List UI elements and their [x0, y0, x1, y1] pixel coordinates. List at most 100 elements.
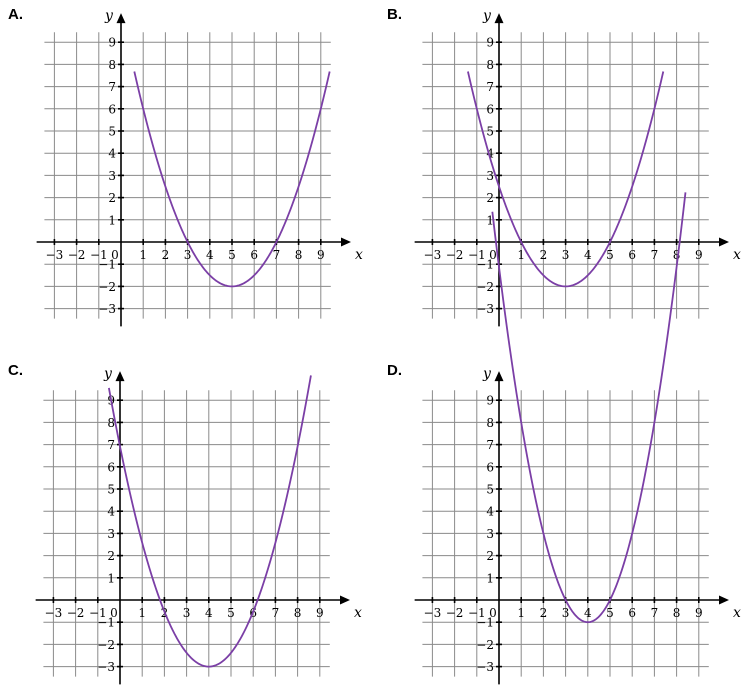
x-tick-label: 9 — [695, 248, 703, 262]
parabola-curve — [467, 71, 665, 288]
y-tick-label: −1 — [476, 616, 494, 630]
y-tick-label: 6 — [486, 102, 494, 116]
y-tick-label: 8 — [107, 416, 115, 430]
y-tick-label: −2 — [476, 280, 494, 294]
x-tick-label: 3 — [183, 606, 191, 620]
x-tick-label: 5 — [606, 606, 614, 620]
x-tick-label: 0 — [110, 606, 118, 620]
y-axis-arrow-icon — [115, 371, 125, 382]
y-tick-label: 9 — [486, 36, 494, 50]
y-tick-label: 7 — [108, 80, 116, 94]
x-tick-label: −1 — [90, 248, 108, 262]
x-axis-label: x — [355, 247, 363, 263]
y-tick-label: 4 — [486, 147, 494, 161]
grid — [44, 32, 331, 319]
y-axis-arrow-icon — [116, 13, 126, 24]
y-tick-label: 2 — [486, 549, 494, 563]
y-tick-label: 4 — [107, 505, 115, 519]
x-tick-label: 2 — [540, 248, 548, 262]
y-tick-label: 8 — [486, 416, 494, 430]
parabola-curve — [108, 375, 312, 668]
x-tick-label: 0 — [111, 248, 119, 262]
x-tick-label: 3 — [562, 248, 570, 262]
x-tick-label: 7 — [651, 606, 659, 620]
y-tick-label: 7 — [107, 438, 115, 452]
y-tick-label: −3 — [97, 660, 115, 674]
x-tick-label: 4 — [206, 248, 214, 262]
y-tick-label: 6 — [486, 460, 494, 474]
y-tick-label: 7 — [486, 438, 494, 452]
x-tick-label: 8 — [673, 606, 681, 620]
x-tick-label: −3 — [46, 248, 64, 262]
y-tick-label: 5 — [107, 483, 115, 497]
y-tick-label: 8 — [486, 58, 494, 72]
grid — [43, 390, 330, 677]
y-tick-label: 6 — [107, 460, 115, 474]
x-tick-label: 7 — [651, 248, 659, 262]
y-tick-label: 3 — [107, 527, 115, 541]
x-tick-label: 8 — [294, 606, 302, 620]
x-axis-arrow-icon — [719, 595, 729, 605]
x-tick-label: 1 — [139, 248, 147, 262]
y-tick-label: 5 — [486, 483, 494, 497]
parabola-curve — [491, 192, 687, 624]
y-tick-label: 3 — [108, 169, 116, 183]
y-tick-label: 5 — [486, 125, 494, 139]
x-tick-label: 4 — [205, 606, 213, 620]
x-tick-label: 3 — [184, 248, 192, 262]
grid — [422, 32, 709, 319]
parabola-curve — [133, 71, 331, 288]
x-tick-label: −2 — [67, 606, 85, 620]
y-axis-arrow-icon — [494, 371, 504, 382]
x-tick-label: 3 — [562, 606, 570, 620]
option-label-d: D. — [387, 362, 402, 379]
x-tick-label: −1 — [89, 606, 107, 620]
y-tick-label: −2 — [476, 638, 494, 652]
x-tick-label: 8 — [673, 248, 681, 262]
x-tick-label: 4 — [584, 606, 592, 620]
x-tick-label: −3 — [45, 606, 63, 620]
x-tick-label: 6 — [250, 248, 258, 262]
y-tick-label: −1 — [98, 258, 116, 272]
x-tick-label: 7 — [273, 248, 281, 262]
x-axis-label: x — [354, 605, 362, 621]
x-tick-label: 8 — [295, 248, 303, 262]
x-tick-label: 2 — [162, 248, 170, 262]
y-tick-label: 4 — [486, 505, 494, 519]
x-tick-label: 6 — [628, 248, 636, 262]
y-axis-arrow-icon — [494, 13, 504, 24]
y-axis-label: y — [482, 366, 492, 382]
y-tick-label: 1 — [108, 213, 116, 227]
y-tick-label: −1 — [97, 616, 115, 630]
y-tick-label: 1 — [107, 571, 115, 585]
y-tick-label: 1 — [486, 213, 494, 227]
x-tick-label: 4 — [584, 248, 592, 262]
x-tick-label: 9 — [317, 248, 325, 262]
x-tick-label: −2 — [446, 248, 464, 262]
y-tick-label: 7 — [486, 80, 494, 94]
x-tick-label: 9 — [316, 606, 324, 620]
y-tick-label: 3 — [486, 169, 494, 183]
x-axis-arrow-icon — [719, 237, 729, 247]
y-axis-label: y — [103, 366, 113, 382]
x-tick-label: −1 — [468, 606, 486, 620]
y-tick-label: 9 — [108, 36, 116, 50]
y-tick-label: 9 — [486, 394, 494, 408]
x-tick-label: 2 — [540, 606, 548, 620]
y-tick-label: 3 — [486, 527, 494, 541]
x-axis-label: x — [733, 247, 741, 263]
y-tick-label: 2 — [108, 191, 116, 205]
y-tick-label: −3 — [476, 302, 494, 316]
x-axis-arrow-icon — [340, 595, 350, 605]
y-tick-label: −2 — [98, 280, 116, 294]
x-tick-label: 1 — [517, 606, 525, 620]
x-tick-label: 9 — [695, 606, 703, 620]
y-tick-label: 2 — [107, 549, 115, 563]
y-tick-label: 8 — [108, 58, 116, 72]
x-tick-label: 1 — [138, 606, 146, 620]
y-tick-label: −3 — [476, 660, 494, 674]
x-tick-label: −3 — [424, 606, 442, 620]
